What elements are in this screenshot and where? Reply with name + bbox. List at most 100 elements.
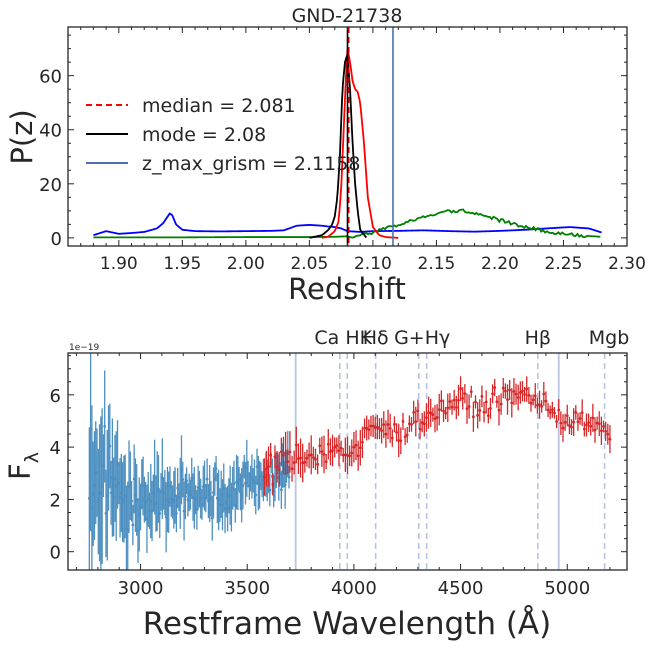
spectrum-point (254, 493, 258, 497)
spectrum-point (307, 454, 311, 457)
spectrum-point (275, 465, 279, 469)
spectrum-point (316, 462, 320, 466)
spectrum-point (557, 408, 561, 412)
spectrum-point (463, 392, 467, 396)
spectrum-point (314, 457, 317, 461)
spectrum-point (205, 477, 209, 481)
spectrum-point (356, 454, 360, 458)
spectrum-point (544, 399, 548, 403)
spectrum-point (286, 460, 290, 463)
spectrum-point (397, 438, 401, 442)
spectrum-point (322, 453, 326, 456)
pz-panel: GND-21738 1.90 1.95 2.00 2.05 2.10 2.15 2.20 2.… (5, 5, 646, 306)
pz-axes-frame (67, 26, 628, 247)
spectrum-axes-frame (67, 352, 628, 571)
spectrum-point (606, 432, 610, 436)
spectrum-xtick-label: 4500 (438, 578, 484, 599)
spectrum-point (535, 404, 539, 407)
spectrum-point (570, 425, 573, 429)
spectrum-ytick-label: 4 (50, 438, 61, 459)
spectrum-point (484, 400, 488, 404)
pz-ytick-label: 0 (51, 229, 62, 250)
spectrum-xtick-label: 3000 (118, 578, 164, 599)
spectrum-point (437, 408, 441, 412)
spectrum-point (303, 460, 307, 464)
pz-title: GND-21738 (292, 5, 403, 27)
spectrum-point (358, 446, 362, 450)
spectrum-xlabel: Restframe Wavelength (Å) (143, 606, 551, 642)
spectrum-point (550, 408, 554, 412)
pz-xtick-label: 1.95 (163, 254, 201, 274)
spectrum-point (331, 448, 334, 452)
legend-label: mode = 2.08 (142, 124, 266, 146)
spectrum-point (454, 406, 458, 409)
spectrum-point (497, 408, 501, 412)
spectrum-point (373, 426, 377, 430)
flux-subscript: λ (21, 452, 43, 463)
spectrum-point (273, 455, 277, 459)
spectrum-point (324, 460, 328, 463)
pz-ylabel: P(z) (5, 109, 39, 164)
spectrum-point (608, 437, 612, 441)
spectrum-point (388, 426, 392, 430)
spectrum-point (559, 421, 563, 425)
spectrum-point (378, 427, 381, 431)
spectrum-point (565, 414, 569, 417)
spectral-line-label: Ca HK (314, 327, 372, 349)
spectrum-point (346, 453, 349, 457)
spectrum-point (555, 420, 558, 423)
spectrum-point (265, 467, 268, 471)
spectrum-blue-points (87, 353, 291, 570)
spectrum-point (516, 396, 520, 399)
spectrum-point (399, 439, 403, 443)
spectrum-point (318, 444, 322, 448)
spectrum-point (268, 488, 272, 492)
spectrum-point (471, 415, 475, 419)
spectrum-point (493, 386, 497, 389)
spectrum-point (595, 421, 599, 425)
spectrum-point (459, 387, 462, 391)
spectrum-point (380, 429, 384, 433)
spectrum-point (589, 424, 593, 428)
spectrum-point (282, 454, 285, 457)
spectrum-point (320, 450, 324, 454)
spectrum-point (401, 419, 405, 423)
spectrum-point (521, 389, 524, 393)
spectrum-point (582, 427, 586, 431)
spectrum-point (294, 443, 298, 447)
spectrum-point (435, 416, 439, 419)
spectrum-point (512, 390, 516, 393)
spectrum-point (301, 461, 305, 465)
pz-legend: median = 2.081 mode = 2.08 z_max_grism = 2… (86, 95, 360, 175)
spectrum-point (363, 426, 366, 430)
spectrum-point (540, 404, 544, 408)
pz-series-line (321, 48, 399, 239)
spectrum-point (352, 445, 356, 449)
spectrum-point (578, 417, 582, 420)
spectrum-point (267, 465, 270, 468)
spectrum-point (465, 407, 469, 411)
spectrum-point (361, 440, 364, 444)
spectrum-ticks: 3000 3500 4000 4500 5000 0 2 4 6 (50, 353, 627, 599)
spectrum-point (574, 411, 578, 414)
spectrum-point (183, 495, 187, 498)
spectrum-point (354, 443, 358, 447)
spectrum-point (420, 421, 424, 424)
spectrum-ylabel: Fλ (3, 452, 43, 480)
pz-xtick-label: 2.00 (227, 254, 265, 274)
spectrum-point (337, 449, 341, 453)
spectrum-point (546, 408, 550, 412)
spectrum-point (510, 401, 514, 405)
spectral-line-label: Hδ (363, 327, 389, 349)
spectrum-point (393, 422, 396, 426)
spectrum-point (390, 436, 394, 440)
spectrum-xtick-label: 3500 (224, 578, 270, 599)
spectrum-point (174, 512, 178, 515)
pz-xtick-label: 1.90 (100, 254, 138, 274)
spectrum-point (348, 454, 352, 458)
spectrum-point (405, 433, 409, 437)
legend-label: median = 2.081 (142, 95, 296, 117)
spectrum-point (491, 392, 494, 396)
spectrum-point (508, 388, 512, 392)
